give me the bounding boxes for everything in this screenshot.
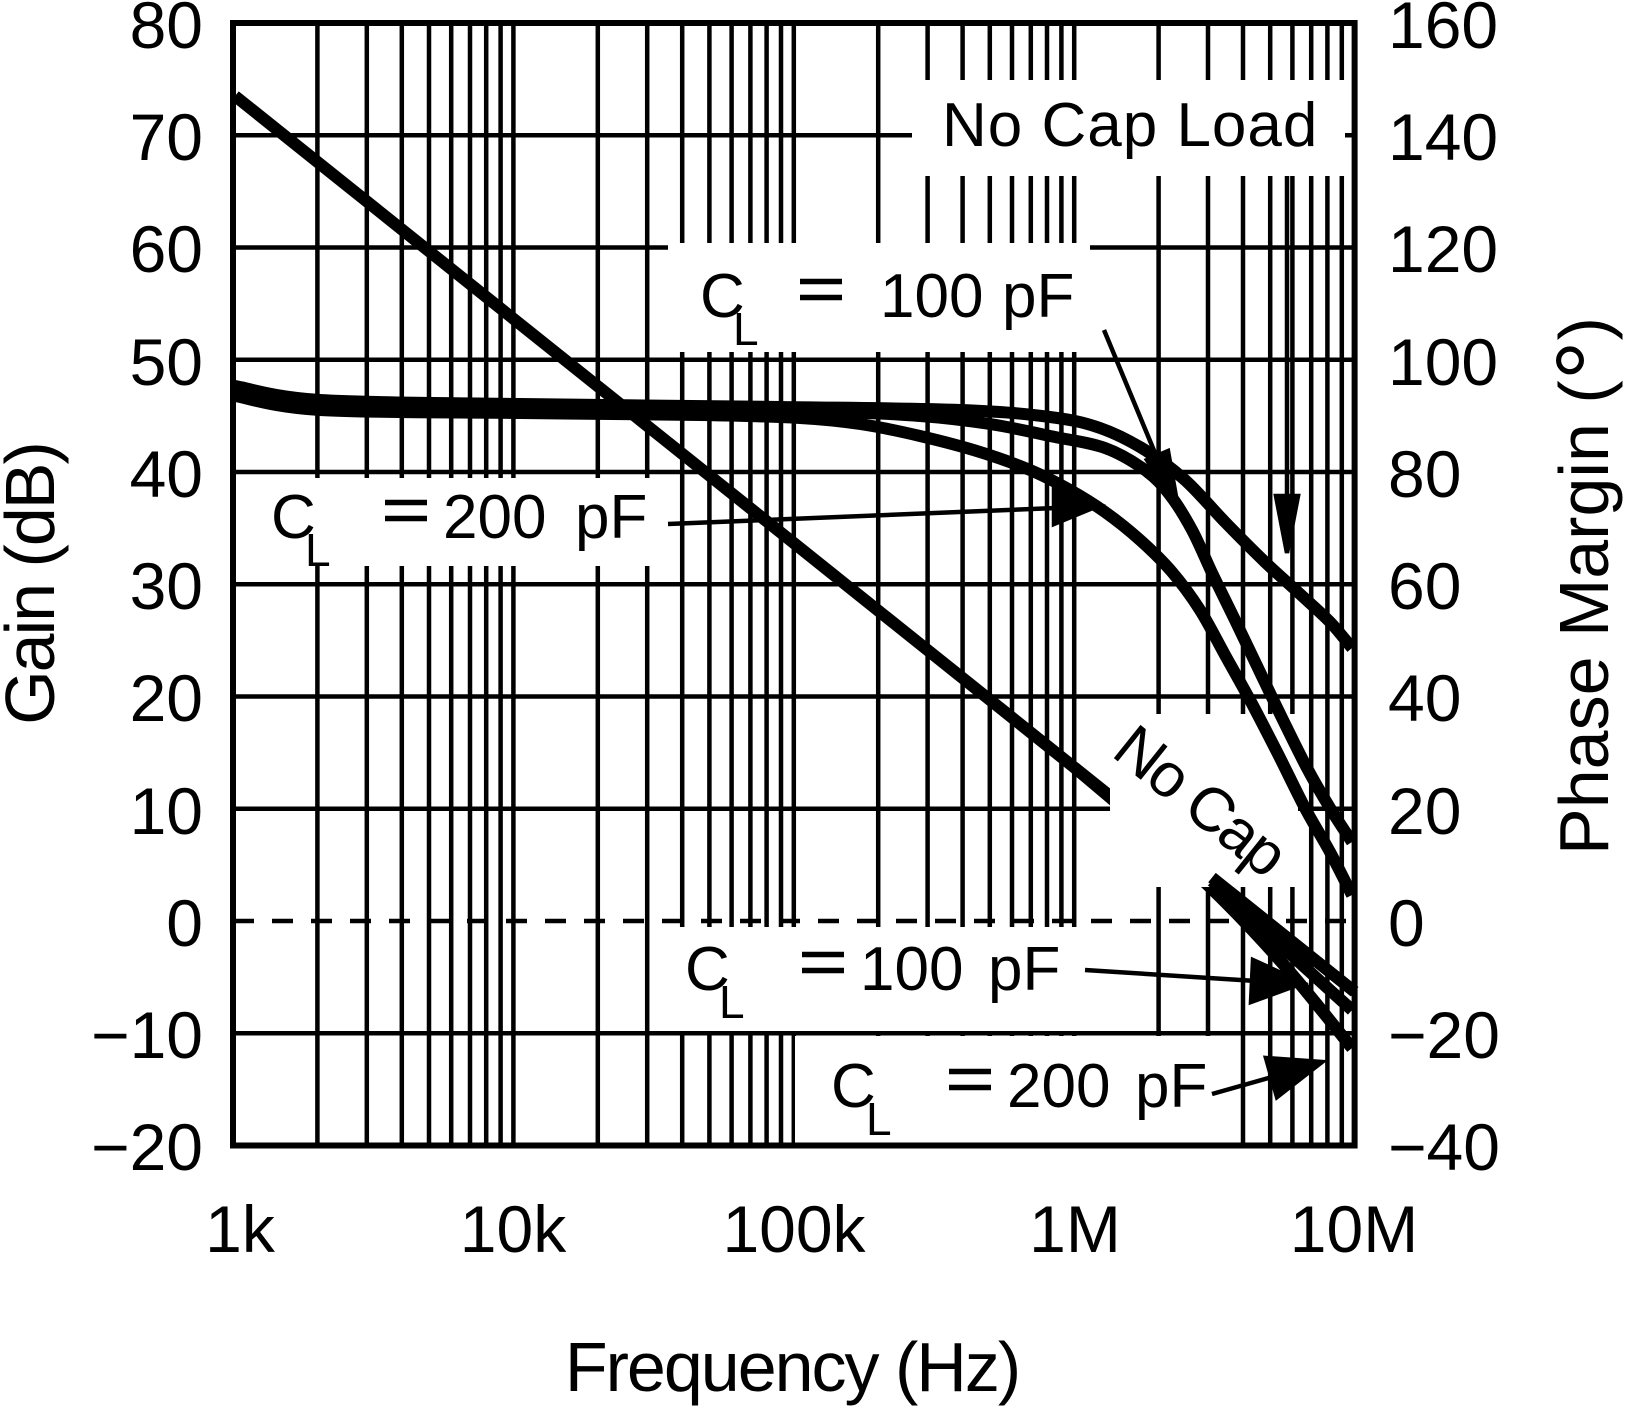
svg-text:Phase Margin (°): Phase Margin (°): [1536, 317, 1625, 855]
svg-text:pF: pF: [1135, 1052, 1207, 1121]
svg-text:0: 0: [1388, 886, 1425, 960]
svg-text:140: 140: [1388, 100, 1498, 174]
svg-text:20: 20: [130, 661, 203, 735]
svg-text:10: 10: [130, 774, 203, 848]
svg-text:100: 100: [1388, 325, 1498, 399]
svg-text:L: L: [866, 1093, 892, 1145]
svg-text:40: 40: [130, 437, 203, 511]
svg-text:50: 50: [130, 325, 203, 399]
svg-text:70: 70: [130, 100, 203, 174]
svg-text:10k: 10k: [460, 1192, 567, 1266]
svg-text:160: 160: [1388, 0, 1498, 62]
svg-text:L: L: [305, 524, 331, 576]
svg-text:100: 100: [860, 935, 963, 1004]
svg-text:120: 120: [1388, 212, 1498, 286]
svg-text:Frequency (Hz): Frequency (Hz): [565, 1328, 1019, 1406]
svg-text:No Cap Load: No Cap Load: [942, 91, 1318, 160]
svg-text:Gain (dB): Gain (dB): [0, 443, 69, 725]
svg-text:40: 40: [1388, 661, 1461, 735]
svg-text:60: 60: [1388, 549, 1461, 623]
svg-text:1M: 1M: [1029, 1192, 1121, 1266]
svg-text:−10: −10: [91, 998, 203, 1072]
svg-text:−20: −20: [91, 1110, 203, 1184]
svg-text:200: 200: [1007, 1052, 1110, 1121]
svg-text:C: C: [700, 262, 745, 331]
svg-text:10M: 10M: [1290, 1192, 1418, 1266]
svg-text:C: C: [685, 935, 730, 1004]
svg-text:60: 60: [130, 212, 203, 286]
svg-text:L: L: [733, 303, 759, 355]
svg-text:−20: −20: [1388, 998, 1500, 1072]
svg-text:80: 80: [1388, 437, 1461, 511]
svg-text:C: C: [271, 483, 316, 552]
svg-text:pF: pF: [988, 935, 1060, 1004]
svg-text:0: 0: [166, 886, 203, 960]
svg-text:200: 200: [443, 483, 546, 552]
svg-text:pF: pF: [1002, 262, 1074, 331]
svg-text:30: 30: [130, 549, 203, 623]
svg-text:100: 100: [880, 262, 983, 331]
svg-text:80: 80: [130, 0, 203, 62]
svg-text:−40: −40: [1388, 1110, 1500, 1184]
svg-text:100k: 100k: [722, 1192, 866, 1266]
svg-text:20: 20: [1388, 774, 1461, 848]
svg-text:C: C: [831, 1052, 876, 1121]
svg-text:L: L: [719, 976, 745, 1028]
svg-text:pF: pF: [575, 483, 647, 552]
svg-text:1k: 1k: [205, 1192, 276, 1266]
